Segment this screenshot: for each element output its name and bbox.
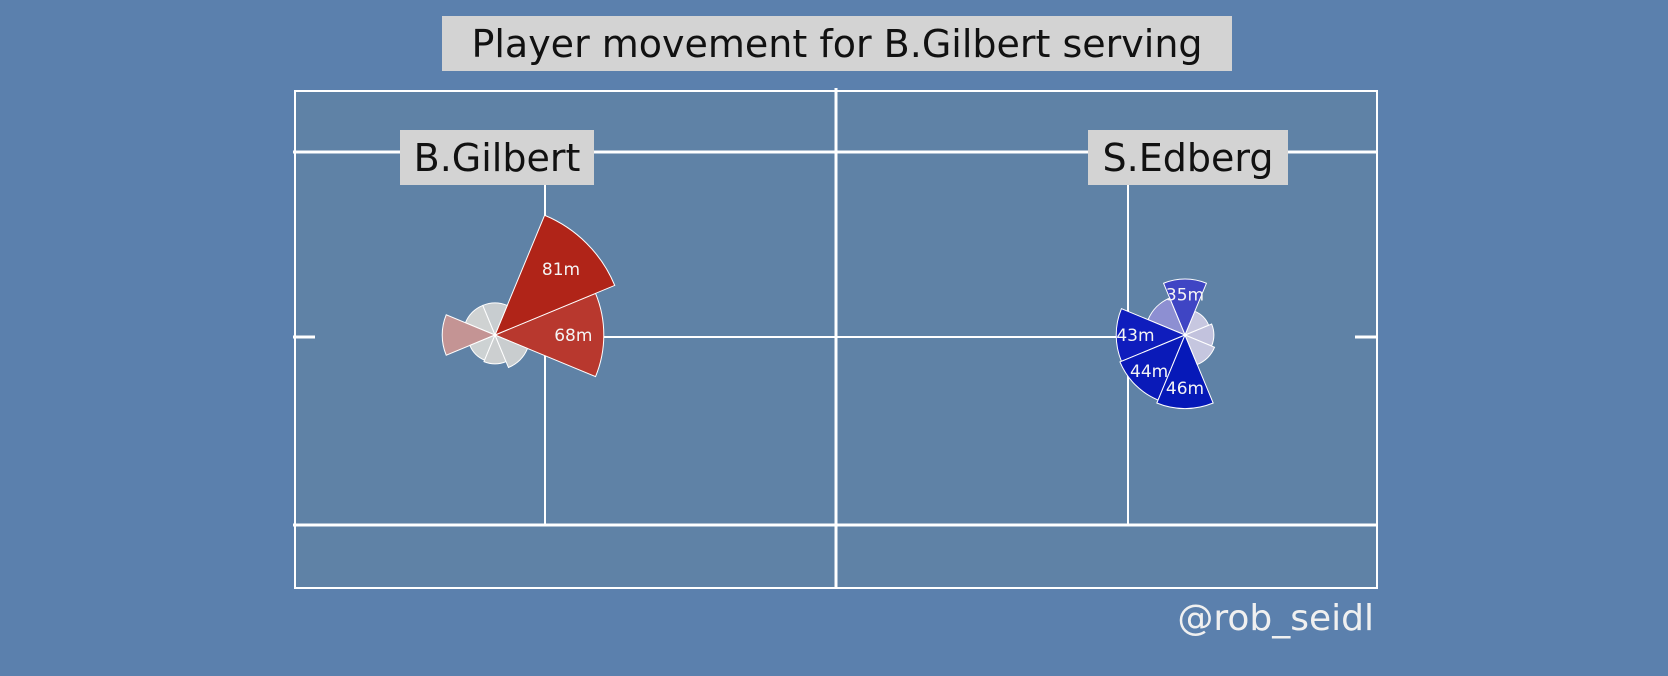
chart-title: Player movement for B.Gilbert serving (442, 16, 1232, 71)
rose-sector (1156, 333, 1214, 410)
rose-b-gilbert: 68m 81m (441, 214, 616, 378)
sector-value-label: 35m (1166, 286, 1204, 306)
player-label-b-gilbert: B.Gilbert (400, 130, 594, 185)
rose-sector (1184, 334, 1216, 366)
author-credit: @rob_seidl (1177, 598, 1374, 639)
rose-sector (494, 334, 529, 369)
sector-value-label: 81m (542, 260, 580, 280)
rose-sector (494, 214, 616, 336)
sector-value-label: 46m (1166, 379, 1204, 399)
sector-value-label: 44m (1130, 362, 1168, 382)
sector-value-label: 43m (1116, 326, 1154, 346)
rose-sector (493, 292, 605, 378)
sector-value-label: 68m (554, 326, 592, 346)
rose-sector (441, 314, 497, 356)
rose-sector (1162, 278, 1208, 337)
player-label-s-edberg: S.Edberg (1088, 130, 1288, 185)
